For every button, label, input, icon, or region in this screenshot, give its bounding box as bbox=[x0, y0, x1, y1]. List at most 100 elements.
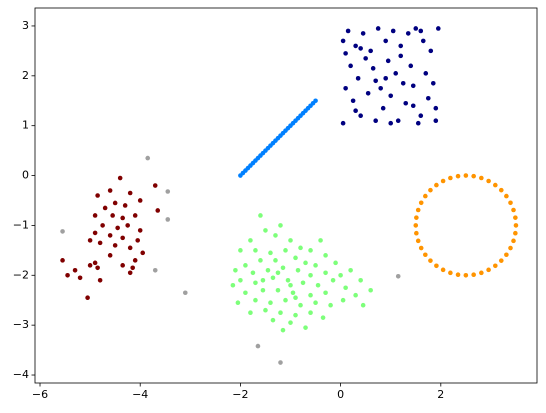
point bbox=[280, 327, 286, 333]
x-tick-label: 2 bbox=[437, 388, 444, 401]
point bbox=[92, 260, 98, 266]
point bbox=[308, 248, 313, 253]
point bbox=[434, 182, 439, 188]
point bbox=[253, 248, 258, 253]
point bbox=[436, 26, 441, 31]
point bbox=[433, 118, 439, 123]
point bbox=[350, 98, 356, 104]
point bbox=[340, 120, 346, 126]
point bbox=[395, 273, 401, 279]
point bbox=[250, 270, 256, 276]
point bbox=[182, 290, 188, 296]
point bbox=[418, 245, 424, 251]
point bbox=[127, 270, 133, 276]
point bbox=[263, 307, 268, 313]
point bbox=[363, 56, 368, 61]
point bbox=[293, 312, 298, 318]
point bbox=[390, 28, 396, 34]
point bbox=[423, 252, 428, 258]
point bbox=[313, 300, 318, 306]
point bbox=[430, 80, 436, 86]
point bbox=[303, 325, 308, 330]
point bbox=[328, 302, 333, 308]
point bbox=[408, 63, 414, 69]
point bbox=[373, 118, 378, 123]
point bbox=[120, 235, 125, 241]
point bbox=[440, 267, 446, 273]
point bbox=[504, 252, 509, 258]
point bbox=[303, 260, 308, 266]
point bbox=[125, 223, 130, 228]
point bbox=[278, 310, 283, 315]
point bbox=[155, 208, 161, 213]
point bbox=[415, 207, 421, 213]
point bbox=[343, 285, 348, 291]
point bbox=[110, 213, 115, 218]
point bbox=[313, 263, 318, 268]
point bbox=[248, 310, 253, 315]
point bbox=[97, 240, 103, 246]
point bbox=[360, 31, 366, 36]
point bbox=[140, 250, 146, 256]
point bbox=[385, 58, 391, 64]
point bbox=[428, 258, 433, 263]
point bbox=[230, 282, 236, 288]
point bbox=[283, 248, 288, 253]
point bbox=[513, 230, 518, 236]
point bbox=[152, 183, 158, 188]
point bbox=[288, 238, 293, 243]
point bbox=[278, 223, 283, 228]
point bbox=[298, 302, 303, 308]
point bbox=[511, 207, 516, 213]
point bbox=[165, 189, 171, 194]
point bbox=[508, 245, 513, 251]
point bbox=[415, 120, 421, 126]
point bbox=[295, 268, 301, 273]
point bbox=[120, 215, 125, 221]
point bbox=[383, 76, 388, 81]
point bbox=[368, 287, 373, 293]
point bbox=[293, 295, 298, 301]
point bbox=[323, 270, 328, 276]
point bbox=[365, 90, 371, 96]
point bbox=[290, 290, 296, 296]
point bbox=[243, 263, 248, 268]
point bbox=[410, 103, 416, 109]
y-tick-label: 1 bbox=[22, 119, 29, 132]
point bbox=[434, 263, 439, 269]
y-tick-label: 0 bbox=[22, 169, 29, 182]
point bbox=[413, 26, 419, 31]
point bbox=[353, 43, 358, 49]
point bbox=[333, 260, 338, 266]
point bbox=[107, 188, 113, 193]
point bbox=[393, 71, 399, 76]
point bbox=[414, 215, 419, 220]
point bbox=[410, 83, 416, 89]
point bbox=[380, 105, 386, 111]
y-tick-label: −4 bbox=[13, 368, 29, 381]
x-tick-label: −2 bbox=[232, 388, 248, 401]
point bbox=[87, 238, 93, 243]
point bbox=[85, 295, 90, 301]
point bbox=[263, 228, 268, 233]
point bbox=[285, 277, 291, 283]
point bbox=[92, 213, 98, 218]
point bbox=[330, 277, 336, 283]
point bbox=[273, 233, 278, 238]
point bbox=[127, 190, 133, 196]
point bbox=[278, 360, 283, 365]
point bbox=[253, 297, 258, 303]
point bbox=[323, 290, 328, 296]
point bbox=[275, 270, 281, 276]
point bbox=[152, 268, 158, 273]
point bbox=[383, 38, 388, 44]
point bbox=[165, 217, 171, 222]
y-tick-label: −1 bbox=[13, 218, 29, 231]
y-tick-label: −2 bbox=[13, 268, 29, 281]
point bbox=[248, 238, 253, 243]
point bbox=[388, 120, 394, 126]
point bbox=[313, 98, 318, 104]
point bbox=[238, 248, 243, 253]
point bbox=[320, 315, 326, 320]
